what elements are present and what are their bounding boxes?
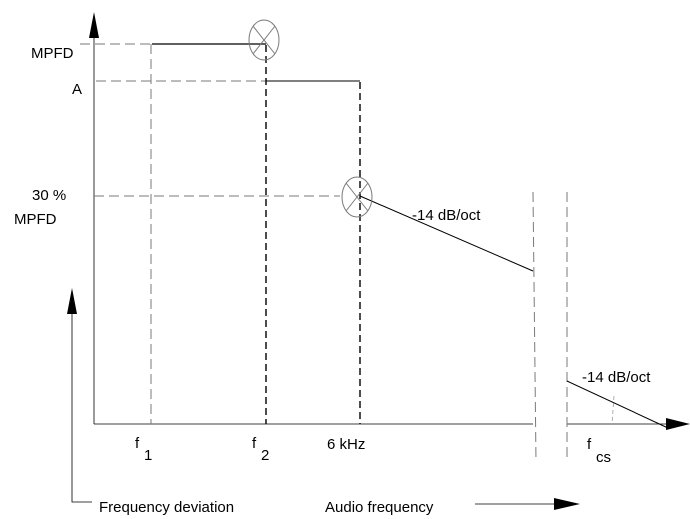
frequency-deviation-bracket xyxy=(71,314,92,503)
audio-frequency-label: Audio frequency xyxy=(325,499,434,516)
f2-marker xyxy=(248,19,280,61)
x-label-f2-sub: 2 xyxy=(261,447,269,464)
frequency-deviation-arrowhead xyxy=(67,288,77,314)
x-label-fcs-sub: cs xyxy=(596,449,611,466)
x-label-f1: f xyxy=(135,435,140,452)
slope-label-main: -14 dB/oct xyxy=(412,207,481,224)
tail-slope-guide xyxy=(611,395,615,425)
x-axis-arrowhead xyxy=(666,418,690,430)
x-label-f2: f xyxy=(252,435,257,452)
frequency-deviation-label: Frequency deviation xyxy=(99,499,234,516)
y-label-30pct-line2: MPFD xyxy=(14,211,57,228)
y-axis-arrowhead xyxy=(89,12,99,38)
y-label-mpfd: MPFD xyxy=(31,45,74,62)
slope-label-tail: -14 dB/oct xyxy=(582,369,651,386)
x-label-fcs: f xyxy=(587,436,592,453)
six-khz-marker xyxy=(341,176,373,218)
x-label-f1-sub: 1 xyxy=(144,447,152,464)
y-label-a: A xyxy=(72,81,82,98)
x-label-six-khz: 6 kHz xyxy=(327,436,365,453)
tail-slope-line xyxy=(566,380,669,429)
slope-line xyxy=(359,195,534,272)
audio-frequency-arrowhead xyxy=(554,498,580,510)
axis-break-left xyxy=(532,191,537,463)
y-label-30pct-line1: 30 % xyxy=(32,187,66,204)
